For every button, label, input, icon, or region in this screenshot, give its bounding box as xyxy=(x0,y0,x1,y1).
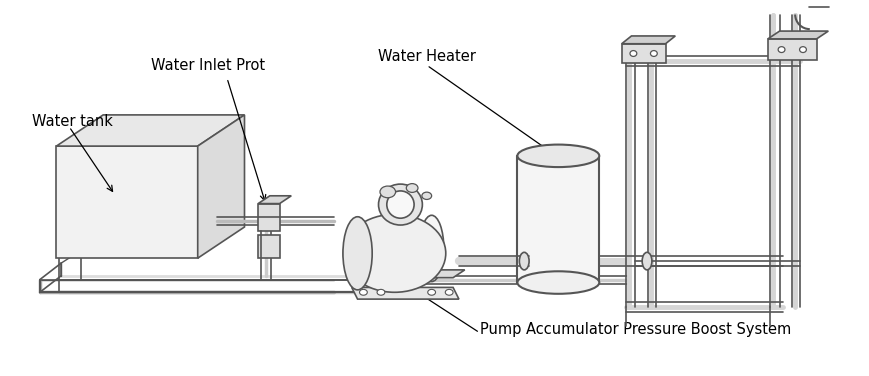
Polygon shape xyxy=(517,156,599,282)
Ellipse shape xyxy=(641,252,651,270)
Polygon shape xyxy=(56,146,197,258)
Polygon shape xyxy=(56,115,244,146)
Ellipse shape xyxy=(380,186,395,198)
Polygon shape xyxy=(767,39,816,60)
Polygon shape xyxy=(258,235,279,258)
Ellipse shape xyxy=(517,145,599,167)
Ellipse shape xyxy=(650,50,656,56)
Polygon shape xyxy=(351,287,459,299)
Ellipse shape xyxy=(406,183,417,193)
Ellipse shape xyxy=(519,252,528,270)
Polygon shape xyxy=(767,31,827,39)
Ellipse shape xyxy=(445,290,453,295)
Polygon shape xyxy=(351,270,464,277)
Ellipse shape xyxy=(342,217,372,290)
Ellipse shape xyxy=(378,184,421,225)
Ellipse shape xyxy=(387,191,414,218)
Ellipse shape xyxy=(421,192,431,199)
Ellipse shape xyxy=(376,290,384,295)
Text: Water tank: Water tank xyxy=(32,114,113,129)
Polygon shape xyxy=(621,44,665,63)
Ellipse shape xyxy=(359,290,367,295)
Polygon shape xyxy=(258,196,291,203)
Ellipse shape xyxy=(629,50,636,56)
Polygon shape xyxy=(197,115,244,258)
Polygon shape xyxy=(621,36,674,44)
Text: Water Inlet Prot: Water Inlet Prot xyxy=(150,58,265,73)
Ellipse shape xyxy=(799,47,806,53)
Polygon shape xyxy=(258,203,279,231)
Text: Pump Accumulator Pressure Boost System: Pump Accumulator Pressure Boost System xyxy=(480,321,791,337)
Ellipse shape xyxy=(343,214,445,292)
Text: Water Heater: Water Heater xyxy=(378,49,475,64)
Ellipse shape xyxy=(419,215,443,282)
Ellipse shape xyxy=(517,271,599,294)
Ellipse shape xyxy=(428,290,435,295)
Ellipse shape xyxy=(777,47,784,53)
